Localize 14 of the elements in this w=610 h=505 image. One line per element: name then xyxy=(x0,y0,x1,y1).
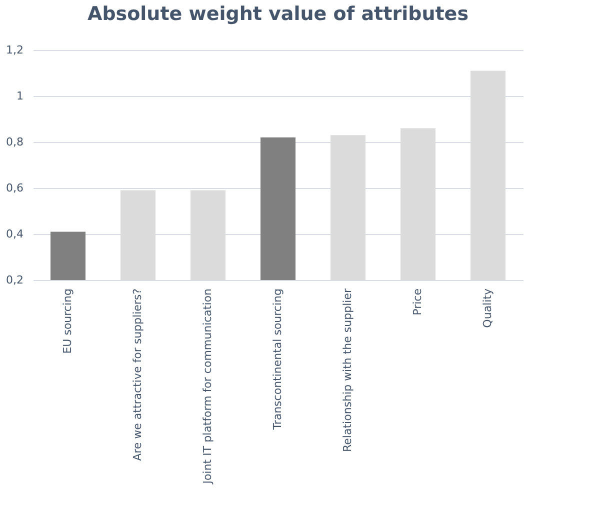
y-tick-label: 1 xyxy=(16,90,24,102)
x-tick-label: Transcontinental sourcing xyxy=(271,288,284,431)
x-tick-label: Are we attractive for suppliers? xyxy=(131,288,144,461)
y-tick-label: 0,2 xyxy=(6,274,24,286)
x-tick-label: Price xyxy=(411,288,424,316)
x-tick-label: EU sourcing xyxy=(61,288,74,354)
y-tick-label: 0,8 xyxy=(6,136,24,148)
chart-title: Absolute weight value of attributes xyxy=(87,3,469,25)
y-tick-label: 1,2 xyxy=(6,44,24,56)
y-tick-label: 0,4 xyxy=(6,228,24,240)
x-tick-label: Joint IT platform for communication xyxy=(201,288,214,485)
y-tick-label: 0,6 xyxy=(6,182,24,194)
x-tick-label: Relationship with the supplier xyxy=(341,288,354,452)
x-tick-label: Quality xyxy=(481,288,494,328)
